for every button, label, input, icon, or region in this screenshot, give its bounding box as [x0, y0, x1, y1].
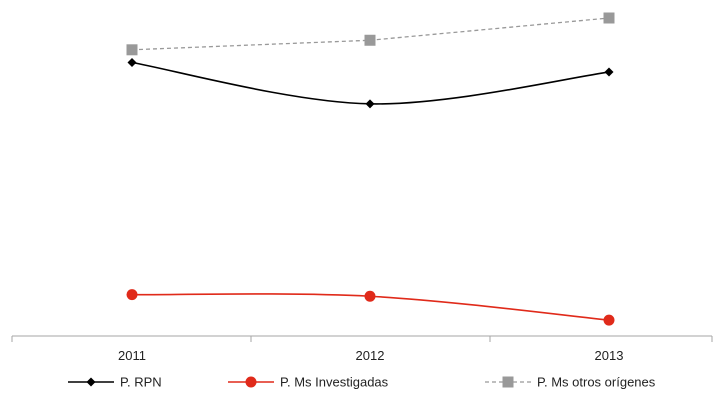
- legend-marker-p-ms-investigadas: [245, 376, 257, 388]
- x-tick-label-2011: 2011: [118, 348, 146, 363]
- data-point-p-ms-investigadas-2012: [364, 290, 376, 302]
- data-point-p-rpn-2013: [604, 67, 614, 77]
- legend-marker-p-rpn: [86, 377, 96, 387]
- x-tick-label-2013: 2013: [595, 348, 624, 363]
- data-point-p-ms-otros-or-genes-2013: [603, 12, 615, 24]
- data-point-p-ms-investigadas-2013: [603, 314, 615, 326]
- data-point-p-ms-otros-or-genes-2011: [126, 44, 138, 56]
- legend-label-p-ms-otros-or-genes: P. Ms otros orígenes: [537, 375, 656, 390]
- data-point-p-rpn-2012: [365, 99, 375, 109]
- data-point-p-ms-otros-or-genes-2012: [364, 34, 376, 46]
- series-line-p-rpn: [131, 61, 610, 105]
- data-point-p-rpn-2011: [127, 58, 137, 68]
- legend-label-p-rpn: P. RPN: [120, 375, 162, 390]
- legend-label-p-ms-investigadas: P. Ms Investigadas: [280, 375, 389, 390]
- data-point-p-ms-investigadas-2011: [126, 289, 138, 301]
- x-tick-label-2012: 2012: [356, 348, 385, 363]
- legend-marker-p-ms-otros-or-genes: [502, 376, 514, 388]
